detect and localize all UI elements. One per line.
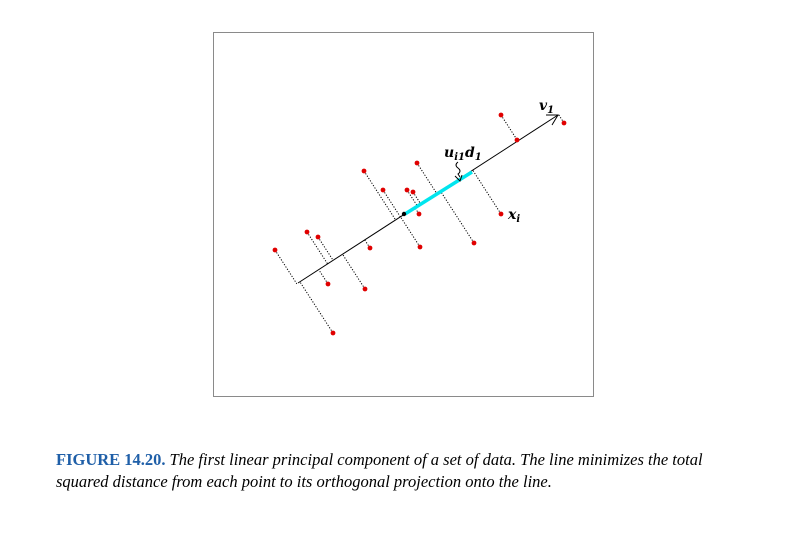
projection-line-9 xyxy=(406,189,418,207)
data-point-15 xyxy=(498,211,504,217)
projection-line-0 xyxy=(274,249,298,285)
projection-line-16 xyxy=(500,114,519,142)
data-point-6 xyxy=(361,168,367,174)
projection-line-14 xyxy=(439,190,475,244)
projection-line-15 xyxy=(472,169,502,215)
projection-lines xyxy=(274,114,565,334)
principal-component-arrowhead xyxy=(546,114,559,126)
mean-point xyxy=(401,211,407,217)
projection-line-13 xyxy=(416,162,438,194)
figure-caption: FIGURE 14.20. The first linear principal … xyxy=(56,449,746,493)
caption-label: FIGURE 14.20. xyxy=(56,450,166,469)
projection-line-12 xyxy=(400,216,421,248)
data-point-0 xyxy=(272,247,278,253)
label-pointer xyxy=(455,161,461,178)
data-point-7 xyxy=(367,245,373,251)
projection-line-5 xyxy=(342,253,366,290)
data-point-11 xyxy=(416,211,422,217)
data-point-5 xyxy=(362,286,368,292)
projection-line-2 xyxy=(306,231,329,265)
projection-line-6 xyxy=(363,170,397,221)
segment-label: ui1d1 xyxy=(444,145,482,163)
data-point-2 xyxy=(304,229,310,235)
data-point-14 xyxy=(471,240,477,246)
data-point-4 xyxy=(325,281,331,287)
point-label: xi xyxy=(507,207,520,225)
projection-line-8 xyxy=(382,189,401,218)
data-point-8 xyxy=(380,187,386,193)
label-pointer-head xyxy=(454,174,463,182)
data-point-16 xyxy=(498,112,504,118)
data-point-17 xyxy=(514,137,520,143)
data-point-18 xyxy=(561,120,567,126)
data-point-10 xyxy=(410,189,416,195)
data-point-1 xyxy=(330,330,336,336)
data-point-9 xyxy=(404,187,410,193)
projection-line-10 xyxy=(412,191,422,205)
data-point-12 xyxy=(417,244,423,250)
caption-text: The first linear principal component of … xyxy=(56,450,703,491)
projection-line-1 xyxy=(299,281,334,334)
direction-label: v1 xyxy=(539,98,554,116)
figure-frame xyxy=(213,32,594,397)
data-points xyxy=(272,112,567,336)
data-point-13 xyxy=(414,160,420,166)
projection-line-4 xyxy=(318,269,329,285)
projection-line-3 xyxy=(317,236,334,261)
data-point-3 xyxy=(315,234,321,240)
